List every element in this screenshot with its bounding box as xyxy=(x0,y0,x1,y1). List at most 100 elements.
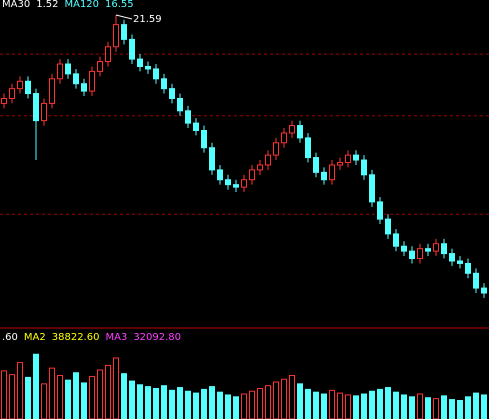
candle-body xyxy=(345,154,351,163)
volume-bar xyxy=(249,390,255,419)
candle-body xyxy=(1,97,7,104)
volume-bar xyxy=(265,385,271,419)
candle-body xyxy=(129,38,135,60)
volume-bar xyxy=(433,398,439,419)
high-annotation: 21.59 xyxy=(133,14,162,25)
candle-body xyxy=(393,233,399,247)
volume-bar xyxy=(473,392,479,419)
candle-body xyxy=(25,80,31,95)
volume-bar xyxy=(281,378,287,419)
candle-body xyxy=(225,179,231,186)
candle-body xyxy=(201,129,207,149)
candle-body xyxy=(177,97,183,112)
volume-bar xyxy=(233,396,239,419)
candle-body xyxy=(337,162,343,166)
volume-bar xyxy=(185,390,191,419)
candle-body xyxy=(137,58,143,67)
annotation-leader xyxy=(115,14,133,20)
volume-bar xyxy=(273,381,279,419)
volume-bar xyxy=(481,394,487,419)
candle-body xyxy=(361,159,367,176)
indicator-label: MA30 xyxy=(2,0,30,10)
candle-body xyxy=(97,61,103,72)
volume-bar xyxy=(449,399,455,419)
volume-bar xyxy=(377,388,383,419)
indicator-label: 32092.80 xyxy=(133,332,181,343)
candle-body xyxy=(297,125,303,139)
volume-bar xyxy=(209,386,215,419)
candle-body xyxy=(369,174,375,203)
volume-bar xyxy=(33,353,39,419)
candle-body xyxy=(473,272,479,289)
candle-body xyxy=(241,179,247,188)
candle-body xyxy=(153,68,159,80)
volume-bar xyxy=(305,388,311,419)
candle-body xyxy=(313,157,319,173)
volume-bar xyxy=(361,393,367,419)
volume-bar xyxy=(41,383,47,419)
volume-bar xyxy=(401,394,407,419)
candle-body xyxy=(9,88,15,99)
volume-bar xyxy=(137,384,143,419)
volume-bar xyxy=(353,395,359,419)
candle-body xyxy=(233,184,239,188)
volume-bar xyxy=(465,396,471,419)
candle-body xyxy=(273,142,279,156)
volume-bar xyxy=(289,375,295,419)
volume-bar xyxy=(425,397,431,419)
volume-bar xyxy=(225,394,231,419)
candle-body xyxy=(105,46,111,63)
volume-bar xyxy=(337,392,343,419)
indicator-label: 16.55 xyxy=(105,0,134,10)
candle-body xyxy=(465,262,471,274)
candle-body xyxy=(41,102,47,122)
candle-body xyxy=(185,110,191,124)
candle-body xyxy=(113,24,119,48)
candle-body xyxy=(441,243,447,255)
volume-bar xyxy=(385,387,391,419)
candle-body xyxy=(65,63,71,75)
volume-bar xyxy=(329,389,335,419)
candle-body xyxy=(449,253,455,262)
volume-bar xyxy=(25,376,31,419)
volume-bar xyxy=(241,393,247,419)
volume-bar xyxy=(81,382,87,419)
indicator-label: MA2 xyxy=(24,332,46,343)
volume-bar xyxy=(441,395,447,419)
candle-body xyxy=(417,248,423,260)
candle-body xyxy=(17,80,23,90)
volume-bar xyxy=(193,392,199,419)
volume-bar xyxy=(321,393,327,419)
candle-body xyxy=(249,169,255,181)
volume-bar xyxy=(121,373,127,419)
candle-body xyxy=(305,137,311,159)
indicator-label: 1.52 xyxy=(36,0,58,10)
candle-body xyxy=(209,147,215,171)
indicator-label: MA3 xyxy=(105,332,127,343)
volume-bar xyxy=(153,387,159,419)
candle-body xyxy=(161,78,167,90)
candle-body xyxy=(257,164,263,171)
candle-body xyxy=(281,132,287,144)
volume-bar xyxy=(57,375,63,419)
candle-body xyxy=(329,164,335,181)
volume-bar xyxy=(1,370,7,419)
candle-body xyxy=(145,65,151,70)
volume-bar xyxy=(393,391,399,419)
volume-bar xyxy=(201,388,207,419)
volume-bar xyxy=(369,390,375,419)
volume-bar xyxy=(17,362,23,419)
volume-bar xyxy=(49,367,55,419)
volume-bar xyxy=(417,393,423,419)
candle-body xyxy=(49,78,55,104)
candle-body xyxy=(169,88,175,99)
volume-bar xyxy=(97,369,103,419)
candle-body xyxy=(321,171,327,181)
candle-body xyxy=(385,218,391,235)
volume-bar xyxy=(89,375,95,419)
volume-bar xyxy=(169,389,175,419)
candle-body xyxy=(401,245,407,252)
volume-bar xyxy=(161,385,167,419)
volume-bar xyxy=(9,374,15,419)
